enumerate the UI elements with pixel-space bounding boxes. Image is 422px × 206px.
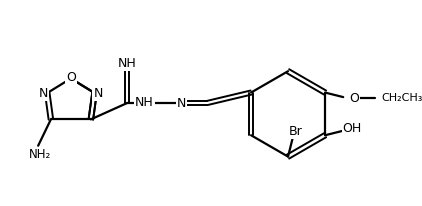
Text: NH: NH: [118, 57, 137, 70]
Text: N: N: [93, 87, 103, 99]
Text: O: O: [349, 91, 359, 104]
Text: OH: OH: [343, 122, 362, 135]
Text: NH₂: NH₂: [29, 148, 51, 161]
Text: NH: NH: [135, 96, 154, 109]
Text: Br: Br: [288, 125, 302, 138]
Text: O: O: [66, 71, 76, 84]
Text: N: N: [39, 87, 48, 99]
Text: CH₂CH₃: CH₂CH₃: [381, 93, 422, 103]
Text: N: N: [177, 96, 187, 110]
